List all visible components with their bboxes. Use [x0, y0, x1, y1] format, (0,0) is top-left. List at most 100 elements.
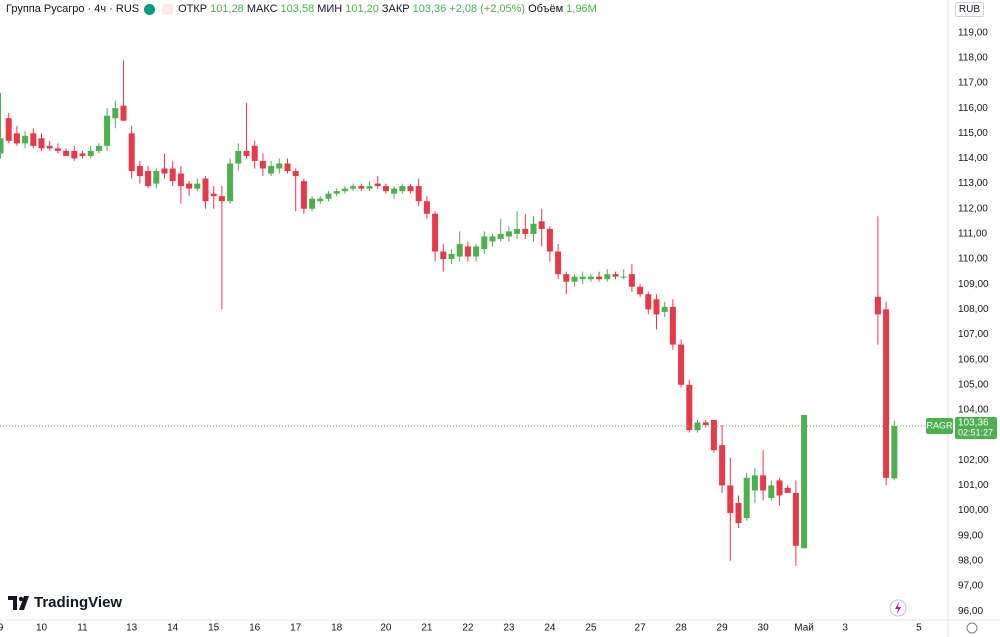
candle-body: [366, 186, 373, 189]
field-value: 101,28: [210, 3, 244, 15]
y-tick-label: 109,00: [958, 279, 989, 290]
brand: TradingView: [8, 594, 122, 611]
lightning-icon: [895, 602, 901, 614]
candle-body: [751, 475, 758, 491]
candle-body: [120, 105, 127, 121]
candle-body: [210, 193, 217, 197]
candle-body: [686, 384, 693, 431]
field-value: 101,20: [345, 3, 379, 15]
candle-body: [391, 188, 398, 194]
candle-body: [678, 344, 685, 385]
candle-body: [161, 168, 168, 174]
y-tick-label: 96,00: [958, 606, 983, 617]
candle-body: [95, 145, 102, 151]
candle-body: [300, 181, 307, 209]
candle-body: [358, 186, 365, 189]
x-tick-label: 11: [77, 623, 88, 634]
field-label: МИН: [317, 3, 343, 15]
ticker-label: RAGR: [926, 420, 953, 430]
x-tick-label: 5: [916, 623, 922, 634]
y-tick-label: 107,00: [958, 329, 989, 340]
candle-body: [0, 138, 4, 154]
x-tick-label: 18: [331, 623, 343, 634]
y-tick-label: 105,00: [958, 379, 989, 390]
candle-body: [481, 236, 488, 249]
candle-body: [514, 228, 521, 234]
candle-body: [891, 426, 898, 479]
y-tick-label: 112,00: [958, 203, 988, 214]
candle-body: [464, 246, 471, 257]
candle-body: [604, 274, 611, 280]
x-tick-label: 24: [544, 623, 556, 634]
candle-body: [538, 221, 545, 229]
candle-body: [645, 294, 652, 310]
price-badge: [955, 417, 997, 440]
candle-body: [235, 150, 242, 164]
field-label: ОТКР: [178, 3, 208, 15]
candle-body: [743, 477, 750, 519]
candle-body: [883, 309, 890, 478]
ticker-badge: [926, 418, 953, 435]
candle-body: [333, 191, 340, 194]
y-tick-label: 104,00: [958, 405, 989, 416]
candle-body: [505, 231, 512, 237]
candle-body: [136, 165, 143, 177]
candle-body: [251, 145, 258, 161]
legend-header: Группа Русагро · 4ч · RUS ОТКР 101,28 МАК…: [6, 3, 597, 15]
candle-body: [612, 274, 619, 277]
x-tick-label: 17: [290, 623, 302, 634]
candle-body: [382, 186, 389, 192]
y-tick-label: 113,00: [958, 178, 988, 189]
candle-body: [653, 299, 660, 315]
candle-body: [710, 420, 717, 451]
candle-body: [407, 186, 414, 192]
x-tick-label: 14: [167, 623, 179, 634]
x-tick-label: 23: [503, 623, 515, 634]
x-tick-label: 16: [249, 623, 261, 634]
settings-button[interactable]: [966, 622, 978, 634]
x-tick-label: 29: [717, 623, 729, 634]
candle-body: [292, 171, 299, 177]
y-tick-label: 97,00: [958, 581, 983, 592]
x-tick-label: 22: [462, 623, 474, 634]
candle-body: [145, 171, 152, 187]
candle-body: [177, 173, 184, 187]
candle-body: [801, 414, 808, 549]
y-tick-label: 116,00: [958, 103, 988, 114]
candle-body: [432, 213, 439, 252]
candle-body: [571, 276, 578, 282]
compare-icon[interactable]: [162, 3, 174, 15]
candle-body: [317, 198, 324, 202]
candle-body: [669, 306, 676, 345]
candle-body: [784, 487, 791, 493]
candle-body: [194, 183, 201, 189]
y-tick-label: 106,00: [958, 354, 989, 365]
y-tick-label: 119,00: [958, 27, 988, 38]
candle-body: [637, 286, 644, 295]
y-tick-label: 99,00: [958, 530, 983, 541]
currency-button[interactable]: RUB: [954, 2, 984, 17]
candle-body: [5, 118, 12, 141]
candle-body: [522, 228, 529, 234]
x-tick-label: 21: [421, 623, 433, 634]
candle-body: [702, 422, 709, 426]
x-tick-label: 30: [758, 623, 770, 634]
candle-body: [423, 201, 430, 214]
candle-body: [399, 186, 406, 192]
candle-body: [128, 133, 135, 172]
candle-body: [563, 274, 570, 282]
brand-logo: [8, 595, 29, 610]
y-tick-label: 111,00: [958, 229, 988, 240]
y-tick-label: 115,00: [958, 128, 988, 139]
x-tick-label: Май: [794, 623, 814, 634]
candle-body: [546, 228, 553, 252]
field-value: 103,58: [280, 3, 315, 15]
candle-body: [448, 254, 455, 260]
symbol-title: Группа Русагро · 4ч · RUS: [6, 3, 140, 15]
candle-body: [30, 133, 37, 146]
candle-body: [415, 186, 422, 202]
x-tick-label: 13: [126, 623, 138, 634]
x-tick-label: 20: [380, 623, 392, 634]
price-label: 103,36: [958, 418, 989, 429]
